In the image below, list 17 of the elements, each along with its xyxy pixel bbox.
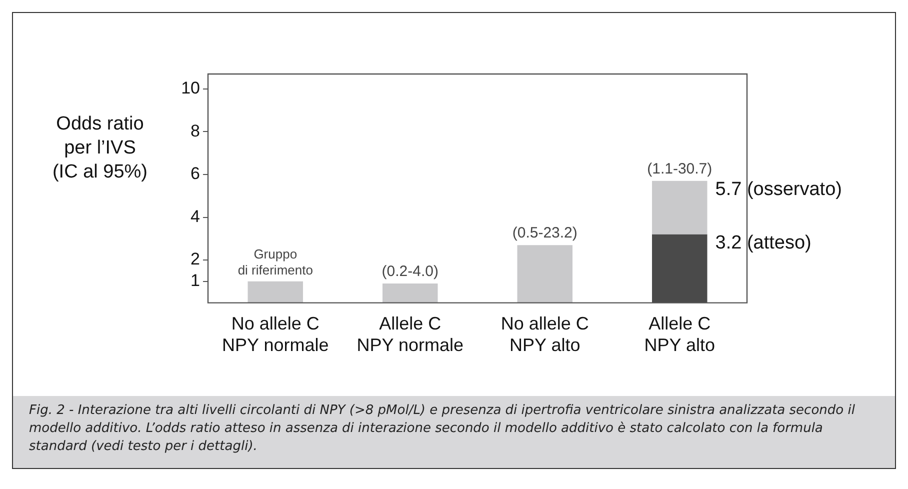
annotation: 3.2 (atteso): [715, 232, 812, 254]
y-tick-label: 10: [181, 78, 200, 98]
y-axis-title: Odds ratio per l’IVS (IC al 95%): [52, 114, 148, 183]
x-tick-label: Allele C NPY normale: [356, 314, 464, 356]
x-tick-label: No allele C NPY normale: [222, 314, 329, 356]
annotation: (1.1-30.7): [647, 160, 712, 178]
y-tick-label: 8: [190, 121, 200, 140]
y-tick-label: 1: [190, 271, 200, 290]
y-tick-label: 6: [190, 164, 200, 184]
annotation: Gruppo di riferimento: [238, 246, 313, 278]
x-tick-label: No allele C NPY alto: [500, 314, 589, 356]
y-tick-label: 2: [190, 250, 200, 269]
annotation: 5.7 (osservato): [715, 179, 842, 200]
annotation: (0.5-23.2): [512, 224, 578, 242]
x-tick-label: Allele C NPY alto: [644, 314, 715, 356]
y-tick-label: 4: [190, 206, 200, 226]
annotation: (0.2-4.0): [382, 263, 438, 280]
